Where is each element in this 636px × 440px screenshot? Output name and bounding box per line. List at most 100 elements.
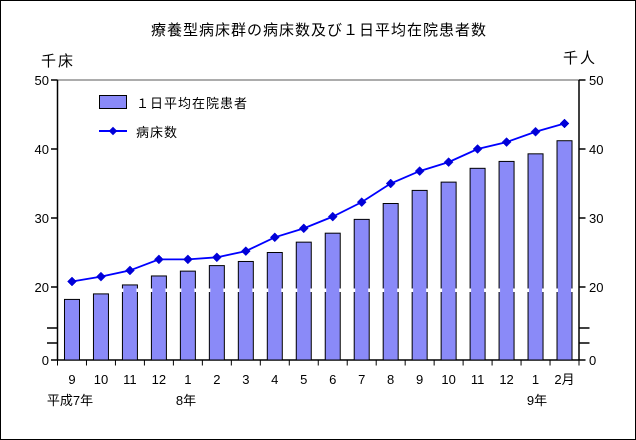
bar-break-notch <box>513 288 516 292</box>
data-point-marker <box>472 144 483 154</box>
bar <box>382 203 399 361</box>
bar <box>469 167 486 361</box>
bar-break-notch <box>469 288 472 292</box>
data-point-marker <box>530 126 541 137</box>
data-point-marker <box>183 254 193 265</box>
right-axis-tick-label: 20 <box>589 280 604 295</box>
data-point-marker <box>211 252 222 263</box>
month-label: 8 <box>387 372 395 387</box>
bar <box>498 160 515 361</box>
bar <box>353 218 370 361</box>
bar-break-notch <box>542 288 545 292</box>
bar-break-notch <box>281 288 284 292</box>
bar-break-notch <box>150 288 153 292</box>
bar-break-notch <box>353 288 356 292</box>
data-point-marker <box>443 157 454 167</box>
month-label: 11 <box>470 372 485 387</box>
legend-item-beds-label: 病床数 <box>136 124 179 140</box>
bar-break-notch <box>368 288 371 292</box>
bar-break-notch <box>179 288 182 292</box>
bar-break-notch <box>295 288 298 292</box>
bar-break-notch <box>556 288 559 292</box>
bar <box>295 241 312 361</box>
data-point-marker <box>67 276 77 287</box>
trend-line <box>71 122 565 283</box>
month-label: 7 <box>358 372 366 387</box>
bar-break-notch <box>266 288 269 292</box>
legend-item-patients: １日平均在院患者 <box>99 93 299 111</box>
bar-break-notch <box>165 288 168 292</box>
bar-break-notch <box>208 288 211 292</box>
month-label: 5 <box>300 372 308 387</box>
data-point-marker <box>269 232 280 243</box>
bar <box>121 284 138 361</box>
bar-break-notch <box>397 288 400 292</box>
data-point-marker <box>559 118 570 129</box>
bar <box>440 181 457 361</box>
legend-item-beds: 病床数 <box>99 122 299 140</box>
data-point-marker <box>125 265 135 276</box>
bar-break-notch <box>310 288 313 292</box>
month-label: 6 <box>329 372 337 387</box>
bar <box>324 232 341 361</box>
bar-break-notch <box>252 288 255 292</box>
month-label: 4 <box>271 372 279 387</box>
month-label: 9 <box>416 372 424 387</box>
bar <box>411 189 428 361</box>
bar-break-notch <box>440 288 443 292</box>
bar-break-notch <box>484 288 487 292</box>
left-axis-tick-label: 50 <box>34 73 49 88</box>
bar-break-notch <box>411 288 414 292</box>
month-label: 1 <box>184 372 192 387</box>
month-label: 12 <box>499 372 514 387</box>
month-label: 2月 <box>554 372 575 387</box>
bar-break-notch <box>237 288 240 292</box>
right-axis-tick-label: 0 <box>589 353 597 368</box>
bar-series-swatch <box>99 95 127 109</box>
data-point-marker <box>96 271 106 282</box>
bar-break-notch <box>426 288 429 292</box>
data-point-marker <box>154 254 164 265</box>
bar <box>266 252 283 361</box>
left-axis-tick-label: 0 <box>41 353 49 368</box>
bar-break-notch <box>223 288 226 292</box>
bar <box>527 153 544 361</box>
data-point-marker <box>501 137 512 147</box>
month-label: 9 <box>68 372 76 387</box>
data-point-marker <box>298 223 309 234</box>
bar-break-notch <box>194 288 197 292</box>
year-label: 平成7年 <box>46 393 94 408</box>
bar-break-notch <box>121 288 124 292</box>
right-axis-tick-label: 40 <box>589 142 604 157</box>
left-axis-tick-label: 40 <box>34 142 49 157</box>
diamond-marker-icon <box>108 126 118 136</box>
bar <box>179 270 196 361</box>
bar-break-notch <box>339 288 342 292</box>
legend-item-patients-label: １日平均在院患者 <box>136 95 249 111</box>
bar-break-notch <box>455 288 458 292</box>
month-label: 10 <box>93 372 109 387</box>
data-point-marker <box>414 166 425 176</box>
month-label: 3 <box>242 372 250 387</box>
bar <box>63 298 80 361</box>
bar-break-notch <box>136 288 139 292</box>
left-axis-tick-label: 20 <box>34 280 49 295</box>
bar-break-notch <box>498 288 501 292</box>
right-axis-unit-label: 千人 <box>563 50 598 67</box>
month-label: 1 <box>531 372 540 387</box>
x-axis-year-labels: 平成7年 8年 9年 <box>1 393 635 409</box>
year-label: 8年 <box>175 393 197 408</box>
data-point-marker <box>385 178 396 189</box>
right-axis-tick-label: 30 <box>589 211 604 226</box>
bar-break-notch <box>527 288 530 292</box>
data-point-marker <box>356 197 367 207</box>
left-axis-unit-label: 千床 <box>41 53 76 70</box>
bar <box>92 293 109 361</box>
x-axis-month-labels: 9 10 11 12 1 2 3 4 5 6 7 8 9 10 11 12 1 2月 <box>1 372 635 387</box>
chart-title: 療養型病床群の病床数及び１日平均在院患者数 <box>150 22 487 39</box>
legend: １日平均在院患者 病床数 <box>99 93 299 151</box>
bar-break-notch <box>324 288 327 292</box>
